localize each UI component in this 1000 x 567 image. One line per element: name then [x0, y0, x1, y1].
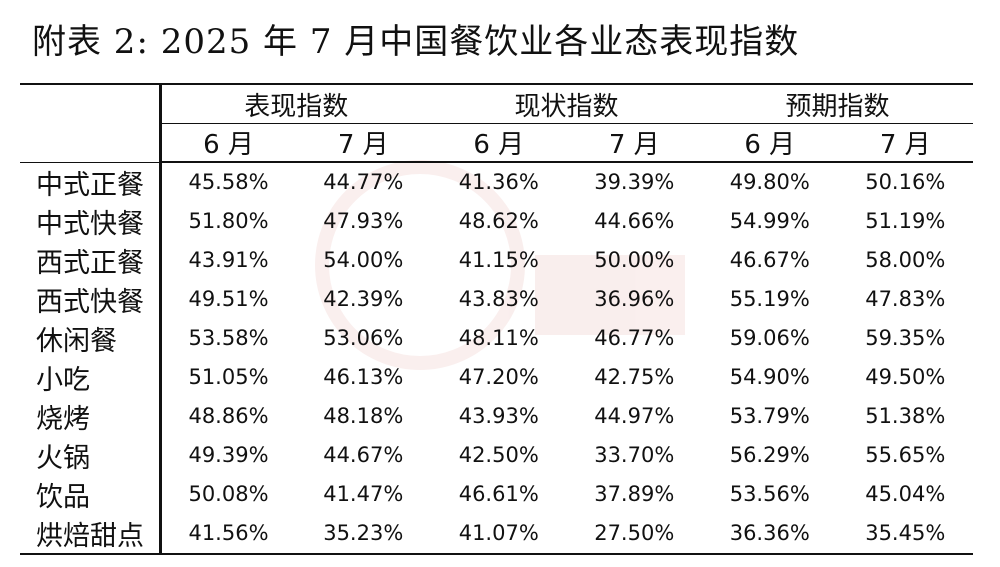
- value-cell: 41.36%: [458, 170, 539, 195]
- value-cell: 53.58%: [188, 326, 269, 350]
- row-label: 休闲餐: [20, 318, 162, 358]
- value-cell: 42.39%: [323, 287, 404, 311]
- row-label: 中式快餐: [20, 201, 162, 241]
- month-header: 6 月: [702, 123, 838, 163]
- value-cell: 41.07%: [431, 513, 567, 555]
- month-header: 7 月: [295, 123, 431, 163]
- value-cell: 58.00%: [865, 248, 946, 272]
- value-cell: 55.19%: [729, 287, 810, 311]
- value-cell: 43.93%: [458, 404, 539, 428]
- month-header: 7 月: [566, 123, 702, 163]
- value-cell: 51.05%: [188, 365, 269, 389]
- page-title: 附表 2: 2025 年 7 月中国餐饮业各业态表现指数: [32, 22, 800, 62]
- month-header-row: 6 月 7 月 6 月 7 月 6 月 7 月: [20, 123, 973, 163]
- value-cell: 53.79%: [729, 404, 810, 428]
- value-cell: 48.62%: [458, 209, 539, 233]
- table-row: 饮品 50.08% 41.47% 46.61% 37.89% 53.56% 45.04%: [20, 474, 973, 514]
- value-cell: 48.86%: [188, 404, 269, 428]
- group-header-row: 表现指数 现状指数 预期指数: [20, 85, 973, 163]
- table-row: 中式快餐 51.80% 47.93% 48.62% 44.66% 54.99% 51.19%: [20, 201, 973, 241]
- value-cell: 46.77%: [594, 326, 675, 350]
- value-cell: 51.38%: [865, 404, 946, 428]
- group-header-performance: 表现指数: [160, 85, 431, 124]
- row-label: 饮品: [20, 474, 162, 514]
- value-cell: 48.18%: [323, 404, 404, 428]
- value-cell: 50.00%: [594, 248, 675, 272]
- month-header: 6 月: [160, 123, 296, 163]
- value-cell: 39.39%: [594, 170, 675, 195]
- row-label: 西式快餐: [20, 279, 162, 319]
- value-cell: 35.23%: [295, 513, 431, 555]
- value-cell: 55.65%: [865, 443, 946, 467]
- value-cell: 36.36%: [702, 513, 838, 555]
- row-label: 火锅: [20, 435, 162, 475]
- value-cell: 33.70%: [594, 443, 675, 467]
- month-header: 7 月: [837, 123, 973, 163]
- table-row: 西式正餐 43.91% 54.00% 41.15% 50.00% 46.67% 58.00%: [20, 240, 973, 280]
- corner-cell: [20, 85, 162, 163]
- value-cell: 48.11%: [458, 326, 539, 350]
- watermark-box: [535, 255, 685, 335]
- value-cell: 41.15%: [458, 248, 539, 272]
- value-cell: 43.83%: [458, 287, 539, 311]
- group-header-expectation: 预期指数: [702, 85, 973, 124]
- value-cell: 44.66%: [594, 209, 675, 233]
- value-cell: 43.91%: [188, 248, 269, 272]
- value-cell: 59.35%: [865, 326, 946, 350]
- value-cell: 36.96%: [594, 287, 675, 311]
- table-row: 烧烤 48.86% 48.18% 43.93% 44.97% 53.79% 51.38%: [20, 396, 973, 436]
- value-cell: 54.90%: [729, 365, 810, 389]
- row-label: 烧烤: [20, 396, 162, 436]
- watermark-logo: [285, 160, 705, 390]
- value-cell: 35.45%: [837, 513, 973, 555]
- value-cell: 49.39%: [188, 443, 269, 467]
- index-table: 表现指数 现状指数 预期指数 6 月 7 月 6 月 7 月 6 月 7 月 中…: [20, 83, 973, 555]
- row-label: 小吃: [20, 357, 162, 397]
- table-row: 西式快餐 49.51% 42.39% 43.83% 36.96% 55.19% 47.83%: [20, 279, 973, 319]
- value-cell: 49.50%: [865, 365, 946, 389]
- value-cell: 50.08%: [188, 482, 269, 506]
- value-cell: 41.56%: [160, 513, 296, 555]
- value-cell: 44.77%: [323, 170, 404, 195]
- value-cell: 46.13%: [323, 365, 404, 389]
- table-row: 烘焙甜点 41.56% 35.23% 41.07% 27.50% 36.36% 35.45%: [20, 513, 973, 555]
- value-cell: 27.50%: [566, 513, 702, 555]
- value-cell: 47.83%: [865, 287, 946, 311]
- value-cell: 46.67%: [729, 248, 810, 272]
- table-row: 小吃 51.05% 46.13% 47.20% 42.75% 54.90% 49.50%: [20, 357, 973, 397]
- value-cell: 53.06%: [323, 326, 404, 350]
- value-cell: 42.75%: [594, 365, 675, 389]
- value-cell: 44.97%: [594, 404, 675, 428]
- month-header: 6 月: [431, 123, 567, 163]
- value-cell: 49.51%: [188, 287, 269, 311]
- value-cell: 54.00%: [323, 248, 404, 272]
- value-cell: 50.16%: [865, 170, 946, 195]
- table-row: 中式正餐 45.58% 44.77% 41.36% 39.39% 49.80% 50.16%: [20, 162, 973, 202]
- table-row: 火锅 49.39% 44.67% 42.50% 33.70% 56.29% 55.65%: [20, 435, 973, 475]
- value-cell: 47.93%: [323, 209, 404, 233]
- value-cell: 37.89%: [594, 482, 675, 506]
- value-cell: 51.80%: [188, 209, 269, 233]
- value-cell: 53.56%: [729, 482, 810, 506]
- table-body: 中式正餐 45.58% 44.77% 41.36% 39.39% 49.80% 50.16%…: [20, 162, 973, 555]
- group-header-current: 现状指数: [431, 85, 702, 124]
- value-cell: 46.61%: [458, 482, 539, 506]
- row-label: 中式正餐: [20, 162, 162, 202]
- table-row: 休闲餐 53.58% 53.06% 48.11% 46.77% 59.06% 59.35%: [20, 318, 973, 358]
- value-cell: 41.47%: [323, 482, 404, 506]
- value-cell: 44.67%: [323, 443, 404, 467]
- value-cell: 49.80%: [729, 170, 810, 195]
- row-label: 西式正餐: [20, 240, 162, 280]
- value-cell: 45.58%: [188, 170, 269, 195]
- value-cell: 56.29%: [729, 443, 810, 467]
- value-cell: 54.99%: [729, 209, 810, 233]
- value-cell: 47.20%: [458, 365, 539, 389]
- value-cell: 42.50%: [458, 443, 539, 467]
- row-label: 烘焙甜点: [20, 513, 162, 555]
- value-cell: 51.19%: [865, 209, 946, 233]
- value-cell: 45.04%: [865, 482, 946, 506]
- value-cell: 59.06%: [729, 326, 810, 350]
